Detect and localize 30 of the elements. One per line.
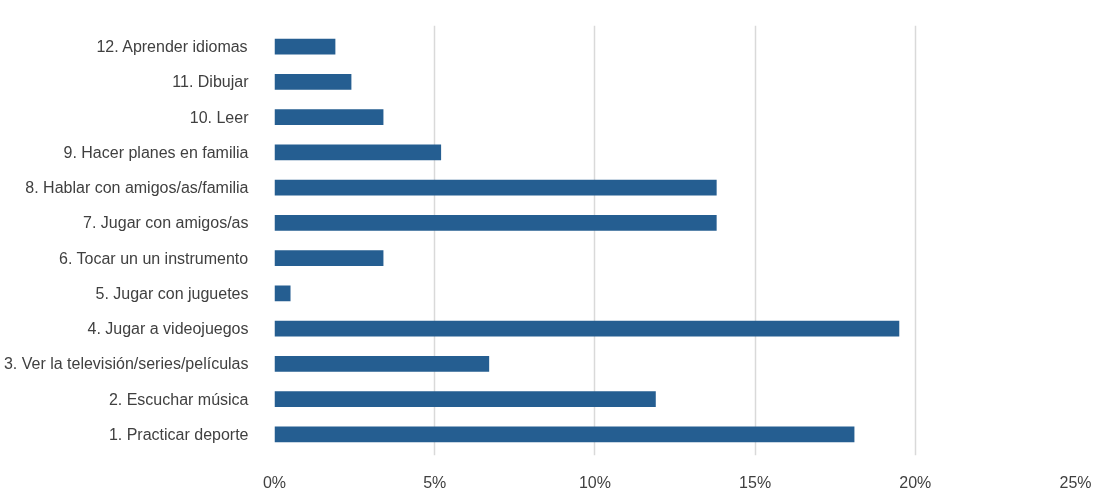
x-tick-label: 0% xyxy=(262,473,287,491)
bar xyxy=(274,355,490,372)
bar xyxy=(274,285,291,302)
y-tick-label: 1. Practicar deporte xyxy=(108,425,249,443)
x-tick-label: 15% xyxy=(739,473,772,491)
bar xyxy=(274,73,352,90)
x-tick-label: 25% xyxy=(1059,473,1092,491)
x-tick-label: 10% xyxy=(578,473,611,491)
x-tick-label: 20% xyxy=(899,473,932,491)
bar xyxy=(274,250,384,267)
y-tick-label: 8. Hablar con amigos/as/familia xyxy=(25,179,249,197)
bar xyxy=(274,144,442,161)
y-tick-label: 10. Leer xyxy=(189,108,250,126)
bar xyxy=(274,391,656,408)
bar xyxy=(274,179,717,196)
bar xyxy=(274,109,384,126)
y-tick-label: 6. Tocar un un instrumento xyxy=(59,249,249,267)
y-tick-label: 2. Escuchar música xyxy=(108,390,249,408)
bar xyxy=(274,426,855,443)
y-tick-label: 12. Aprender idiomas xyxy=(96,38,248,56)
y-tick-label: 3. Ver la televisión/series/películas xyxy=(3,355,249,373)
bar xyxy=(274,38,336,55)
y-tick-label: 7. Jugar con amigos/as xyxy=(83,214,249,232)
y-tick-label: 4. Jugar a videojuegos xyxy=(87,320,249,338)
x-tick-label: 5% xyxy=(423,473,447,491)
y-tick-label: 11. Dibujar xyxy=(172,73,250,91)
y-tick-label: 5. Jugar con juguetes xyxy=(95,284,249,302)
bar xyxy=(274,320,900,337)
bar xyxy=(274,214,717,231)
y-tick-label: 9. Hacer planes en familia xyxy=(63,143,249,161)
